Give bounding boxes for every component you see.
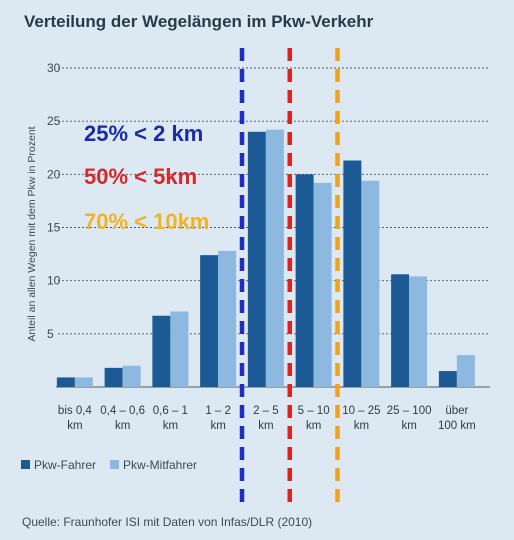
x-tick-label: km <box>210 420 225 432</box>
x-tick-labels: bis 0,4 km 0,4 – 0,6 km 0,6 – 1 km 1 – 2 km 2 – … <box>58 405 476 432</box>
annotation-text: 70% < 10km <box>84 209 209 234</box>
bar-pkw-fahrer <box>391 274 410 387</box>
y-tick-label: 15 <box>47 221 61 235</box>
annotation-text: 25% < 2 km <box>84 121 203 146</box>
y-tick-label: 25 <box>47 114 61 128</box>
bars <box>56 129 475 387</box>
x-tick-label: km <box>401 420 416 432</box>
bar-pkw-fahrer <box>343 160 362 387</box>
y-tick-label: 20 <box>47 167 61 181</box>
bar-pkw-mitfahrer <box>456 355 475 387</box>
x-tick-label: km <box>354 420 369 432</box>
y-tick-label: 10 <box>47 274 61 288</box>
bar-pkw-mitfahrer <box>265 129 284 387</box>
bar-pkw-fahrer <box>152 315 171 387</box>
legend-swatch <box>21 460 30 469</box>
bar-pkw-mitfahrer <box>122 365 141 387</box>
annotation-text: 50% < 5km <box>84 164 197 189</box>
bar-pkw-mitfahrer <box>361 180 380 387</box>
chart-title: Verteilung der Wegelängen im Pkw-Verkehr <box>24 12 374 31</box>
x-tick-label: 100 km <box>438 420 476 432</box>
y-tick-label: 5 <box>47 327 54 341</box>
x-tick-label: 25 – 100 <box>387 405 432 417</box>
x-tick-label: km <box>67 420 82 432</box>
legend-label: Pkw-Mitfahrer <box>123 458 197 472</box>
x-tick-label: 0,6 – 1 <box>153 405 188 417</box>
bar-pkw-fahrer <box>295 174 314 387</box>
x-tick-label: über <box>445 405 468 417</box>
x-tick-label: km <box>258 420 273 432</box>
x-tick-label: 1 – 2 <box>205 405 231 417</box>
bar-pkw-fahrer <box>200 255 219 387</box>
x-tick-label: km <box>163 420 178 432</box>
x-tick-label: km <box>115 420 130 432</box>
y-tick-label: 30 <box>47 61 61 75</box>
bar-pkw-fahrer <box>56 377 75 387</box>
bar-pkw-mitfahrer <box>313 182 332 387</box>
legend-swatch <box>110 460 119 469</box>
x-tick-label: km <box>306 420 321 432</box>
threshold-lines <box>239 48 340 505</box>
legend-label: Pkw-Fahrer <box>34 458 96 472</box>
y-ticks: 5 10 15 20 25 30 <box>47 61 61 341</box>
bar-pkw-mitfahrer <box>409 276 428 387</box>
bar-pkw-fahrer <box>104 367 123 387</box>
y-axis-label: Anteil an allen Wegen mit dem Pkw in Pro… <box>26 126 38 341</box>
x-tick-label: 10 – 25 <box>342 405 380 417</box>
bar-pkw-mitfahrer <box>218 250 237 387</box>
annotations: 25% < 2 km 50% < 5km 70% < 10km <box>84 121 209 234</box>
bar-pkw-mitfahrer <box>74 377 93 387</box>
legend: Pkw-Fahrer Pkw-Mitfahrer <box>21 458 197 472</box>
x-tick-label: 0,4 – 0,6 <box>100 405 145 417</box>
x-tick-label: bis 0,4 <box>58 405 92 417</box>
bar-pkw-mitfahrer <box>170 311 189 387</box>
source-note: Quelle: Fraunhofer ISI mit Daten von Inf… <box>22 515 312 529</box>
bar-pkw-fahrer <box>438 371 457 387</box>
x-tick-label: 2 – 5 <box>253 405 279 417</box>
x-tick-label: 5 – 10 <box>298 405 330 417</box>
bar-pkw-fahrer <box>247 131 266 387</box>
